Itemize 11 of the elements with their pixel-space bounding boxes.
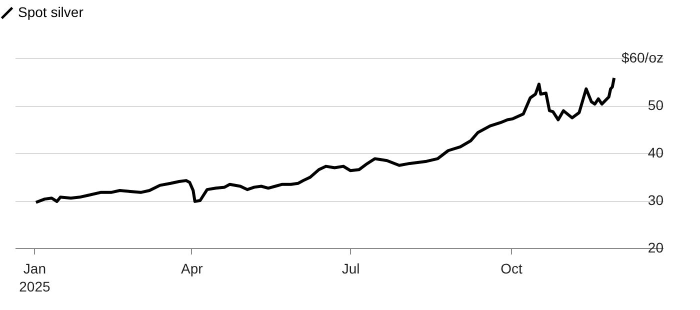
y-tick-label: 30	[648, 192, 664, 208]
y-tick-label: 40	[648, 144, 664, 160]
x-tick-label: Apr	[181, 260, 204, 276]
legend-label: Spot silver	[18, 4, 84, 20]
x-tick-label: Oct	[500, 260, 523, 276]
y-tick-label: 20	[648, 240, 664, 256]
y-tick-label: $60/oz	[621, 50, 664, 66]
x-tick-label: Jul	[342, 260, 360, 276]
line-series	[34, 76, 616, 204]
x-tick-label: Jan 2025	[19, 260, 50, 294]
y-tick-label: 50	[648, 97, 664, 113]
